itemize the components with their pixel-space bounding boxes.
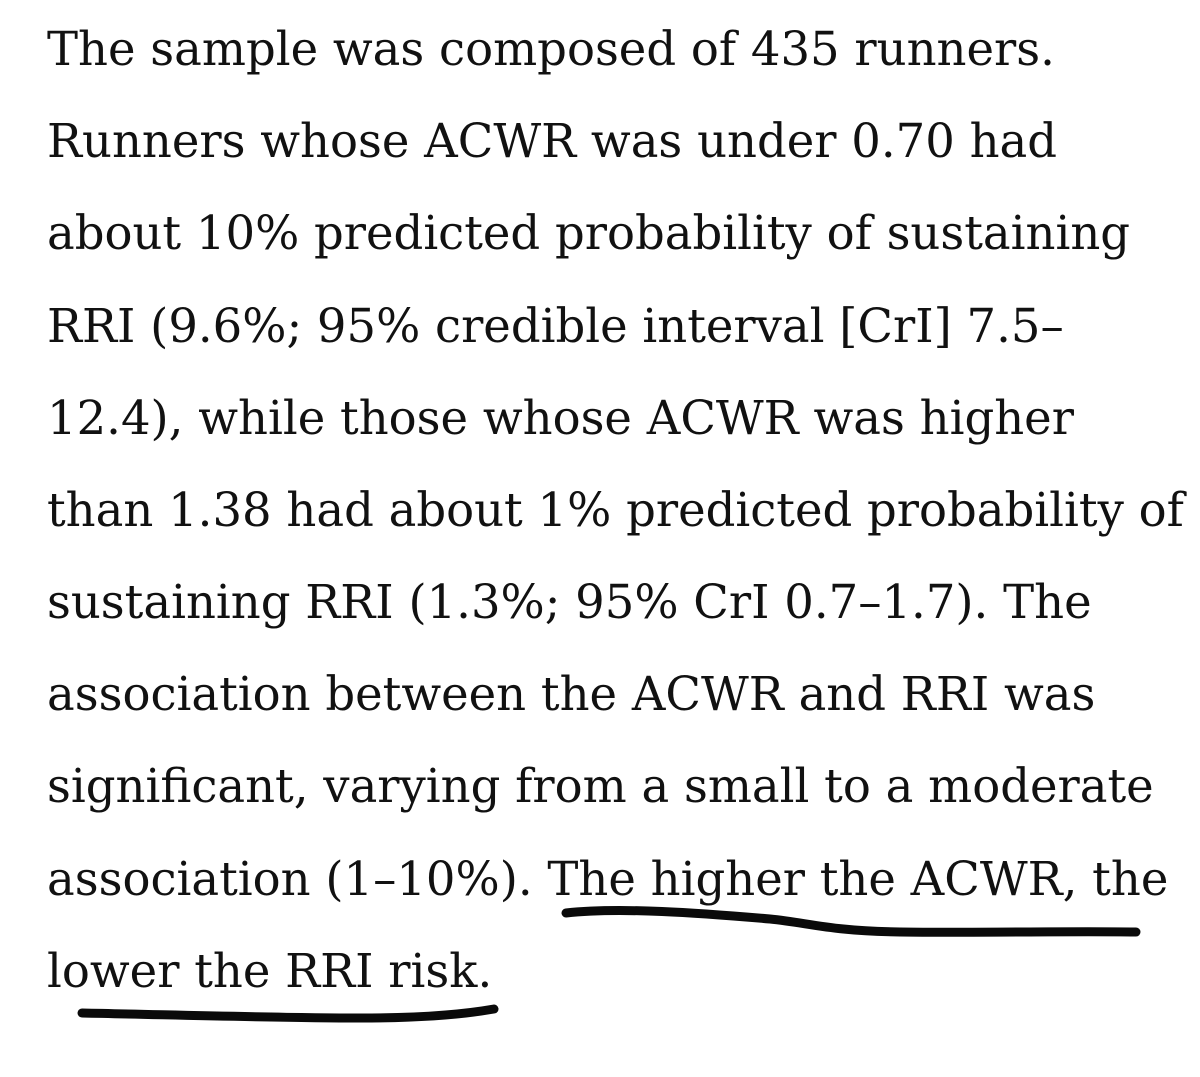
paragraph-line-3: about 10% predicted probability of susta… [47,206,1131,260]
paragraph-line-5: 12.4), while those whose ACWR was higher [47,391,1074,445]
paragraph-line-10: association (1–10%). The higher the ACWR… [47,852,1169,906]
paragraph-line-7: sustaining RRI (1.3%; 95% CrI 0.7–1.7). … [47,575,1092,629]
paragraph-line-11: lower the RRI risk. [47,944,493,998]
paragraph-line-6: than 1.38 had about 1% predicted probabi… [47,483,1184,537]
underline-stroke-1 [561,906,1141,937]
paragraph-line-2: Runners whose ACWR was under 0.70 had [47,114,1058,168]
paragraph-line-8: association between the ACWR and RRI was [47,667,1096,721]
underline-stroke-2 [77,1004,499,1023]
paragraph-line-4: RRI (9.6%; 95% credible interval [CrI] 7… [47,299,1064,353]
paragraph-line-1: The sample was composed of 435 runners. [47,22,1055,76]
paragraph-line-9: significant, varying from a small to a m… [47,759,1154,813]
